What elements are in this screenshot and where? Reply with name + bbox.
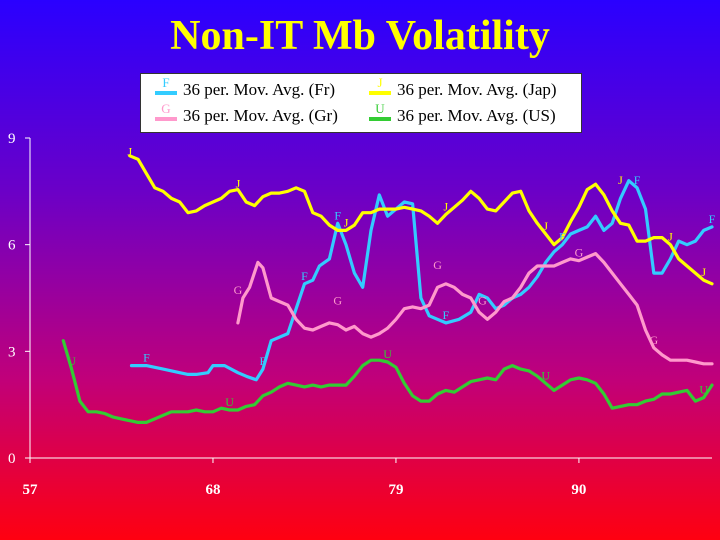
chart-legend: F 36 per. Mov. Avg. (Fr) G 36 per. Mov. … — [140, 73, 582, 133]
legend-line-us — [369, 117, 391, 121]
legend-label-jap: 36 per. Mov. Avg. (Jap) — [397, 80, 557, 99]
series-line-us — [61, 339, 714, 424]
legend-line-jap — [369, 91, 391, 95]
series-marker-label: G — [333, 294, 342, 308]
series-marker-label: F — [443, 308, 450, 322]
series-marker-label: J — [344, 215, 349, 229]
series-marker-label: J — [543, 219, 548, 233]
series-marker-label: J — [701, 265, 706, 279]
series-marker-label: G — [575, 246, 584, 260]
legend-label-us: 36 per. Mov. Avg. (US) — [397, 106, 556, 125]
legend-swatch-us: U — [369, 101, 391, 127]
y-tick-label: 3 — [8, 344, 16, 360]
series-marker-label: U — [541, 368, 550, 382]
chart-title: Non-IT Mb Volatility — [170, 13, 550, 59]
y-tick-label: 6 — [8, 238, 16, 254]
series-marker-label: G — [649, 333, 658, 347]
y-tick-label: 0 — [8, 451, 16, 467]
legend-item-us: U 36 per. Mov. Avg. (US) — [369, 101, 556, 128]
x-tick-label: 57 — [23, 482, 39, 498]
legend-line-fr — [155, 91, 177, 95]
legend-marker-fr: F — [162, 75, 170, 90]
legend-label-fr: 36 per. Mov. Avg. (Fr) — [183, 80, 336, 99]
x-tick-label: 90 — [571, 482, 586, 498]
series-marker-label: F — [559, 230, 566, 244]
legend-item-jap: J 36 per. Mov. Avg. (Jap) — [369, 75, 557, 102]
series-line-gr — [236, 252, 714, 366]
legend-marker-jap: J — [377, 75, 383, 90]
series-marker-label: J — [668, 230, 673, 244]
series-marker-label: G — [478, 294, 487, 308]
series-marker-label: F — [260, 354, 267, 368]
legend-item-gr: G 36 per. Mov. Avg. (Gr) — [155, 101, 338, 128]
series-marker-label: J — [236, 176, 241, 190]
series-marker-label: U — [67, 354, 76, 368]
series-line-fr — [129, 179, 714, 382]
y-tick-label: 9 — [8, 131, 16, 147]
legend-swatch-fr: F — [155, 75, 177, 101]
x-tick-label: 79 — [388, 482, 403, 498]
series-marker-label: F — [334, 208, 341, 222]
series-marker-label: G — [433, 258, 442, 272]
series-marker-label: F — [143, 351, 150, 365]
series-marker-label: F — [709, 212, 716, 226]
series-marker-label: U — [225, 395, 234, 409]
series-marker-label: G — [234, 283, 243, 297]
legend-label-gr: 36 per. Mov. Avg. (Gr) — [183, 106, 338, 125]
series-marker-label: U — [699, 383, 708, 397]
series-marker-label: F — [301, 269, 308, 283]
legend-item-fr: F 36 per. Mov. Avg. (Fr) — [155, 75, 336, 102]
series-marker-label: J — [444, 199, 449, 213]
legend-swatch-gr: G — [155, 101, 177, 127]
legend-line-gr — [155, 117, 177, 121]
legend-marker-gr: G — [161, 101, 171, 116]
series-marker-label: J — [127, 144, 132, 158]
series-marker-label: J — [618, 173, 623, 187]
series-marker-label: U — [383, 347, 392, 361]
series-marker-label: F — [634, 173, 641, 187]
legend-swatch-jap: J — [369, 75, 391, 101]
series-line-jap — [128, 154, 714, 286]
legend-marker-us: U — [375, 101, 385, 116]
x-tick-label: 68 — [205, 482, 220, 498]
